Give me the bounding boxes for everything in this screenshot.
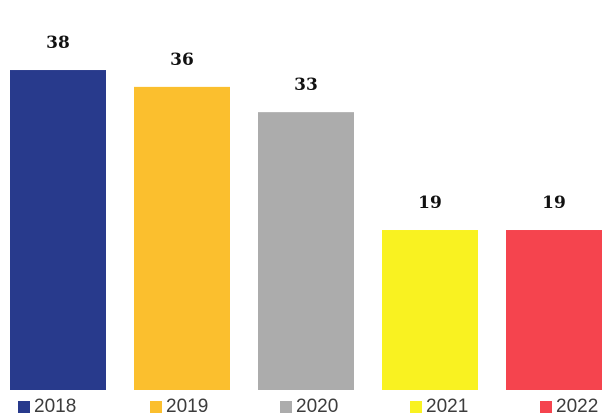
bar-2019 (134, 86, 230, 390)
data-label-2018: 38 (46, 33, 70, 53)
legend-label: 2019 (166, 396, 209, 417)
legend-swatch (540, 401, 552, 413)
legend-swatch (280, 401, 292, 413)
bar-2020 (258, 112, 354, 390)
legend-label: 2020 (296, 396, 339, 417)
legend-item-2019: 2019 (150, 396, 208, 418)
bar-2022 (506, 230, 602, 390)
data-labels: 38 36 33 19 19 (46, 33, 566, 213)
data-label-2019: 36 (170, 50, 194, 70)
data-label-2022: 19 (542, 193, 566, 213)
bar-2018 (10, 70, 106, 390)
legend-swatch (410, 401, 422, 413)
legend-item-2021: 2021 (410, 396, 468, 418)
legend-item-2020: 2020 (280, 396, 338, 418)
legend-swatch (18, 401, 30, 413)
legend-label: 2021 (426, 396, 469, 417)
legend: 2018 2019 2020 2021 2022 (0, 396, 608, 418)
legend-item-2022: 2022 (540, 396, 598, 418)
legend-label: 2018 (34, 396, 77, 417)
data-label-2021: 19 (418, 193, 442, 213)
bars (10, 70, 602, 390)
data-label-2020: 33 (294, 75, 318, 95)
legend-swatch (150, 401, 162, 413)
bar-2021 (382, 230, 478, 390)
legend-item-2018: 2018 (18, 396, 76, 418)
legend-label: 2022 (556, 396, 599, 417)
